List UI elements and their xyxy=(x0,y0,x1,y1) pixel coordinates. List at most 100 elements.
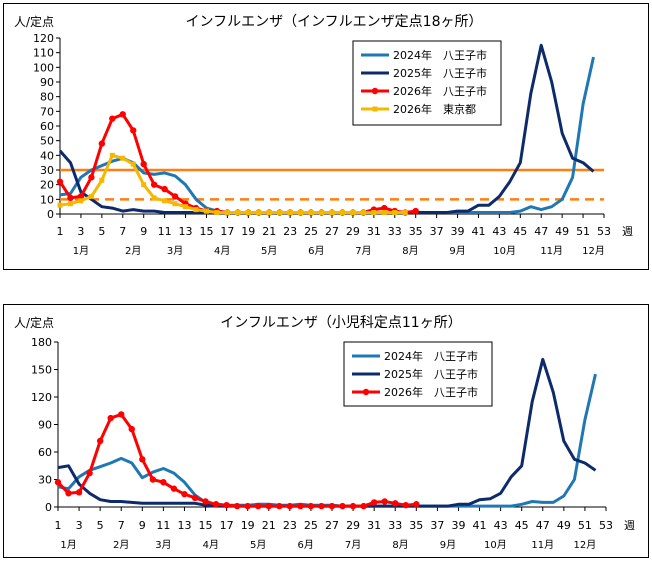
x-axis-label: 週 xyxy=(622,225,633,238)
x-tick-label: 25 xyxy=(304,225,318,238)
x-tick-label: 35 xyxy=(409,225,423,238)
data-point xyxy=(118,411,125,418)
data-point xyxy=(172,201,178,207)
legend-item: 2024年 八王子市 xyxy=(352,349,478,363)
x-tick-label: 23 xyxy=(283,225,297,238)
x-tick-label: 43 xyxy=(494,519,508,532)
x-tick-label: 45 xyxy=(513,225,527,238)
data-point xyxy=(141,182,147,188)
data-point xyxy=(98,140,106,147)
y-tick-label: 0 xyxy=(47,208,54,221)
y-tick-label: 90 xyxy=(38,419,52,432)
data-point xyxy=(96,437,104,445)
data-point xyxy=(65,490,72,497)
data-point xyxy=(349,502,357,510)
x-tick-label: 1 xyxy=(55,519,62,532)
chart-panel-pref: インフルエンザ（インフルエンザ定点18ヶ所） 人/定点 0 10 20 30 40 50 60 7… xyxy=(3,3,649,270)
data-point xyxy=(277,210,283,216)
data-point xyxy=(88,174,95,181)
month-label: 10月 xyxy=(493,245,516,257)
legend-label: 2025年 八王子市 xyxy=(393,66,487,80)
data-point xyxy=(256,210,262,216)
data-point xyxy=(203,208,209,214)
legend-label: 2026年 八王子市 xyxy=(393,84,487,98)
x-tick-label: 17 xyxy=(220,519,234,532)
series-1 xyxy=(58,43,595,214)
data-point xyxy=(54,479,62,486)
data-point xyxy=(360,210,366,216)
data-point xyxy=(67,194,74,202)
data-point xyxy=(318,502,325,510)
series-line xyxy=(58,43,595,214)
data-point xyxy=(392,500,399,507)
month-label: 12月 xyxy=(574,539,597,551)
data-point xyxy=(287,210,293,216)
x-tick-label: 27 xyxy=(325,519,339,532)
x-tick-label: 29 xyxy=(346,519,360,532)
x-tick-label: 21 xyxy=(262,519,276,532)
x-tick-label: 9 xyxy=(140,225,147,238)
y-tick-label: 60 xyxy=(40,120,54,133)
y-tick-label: 50 xyxy=(40,135,54,148)
x-tick-label: 31 xyxy=(367,225,381,238)
y-tick-label: 90 xyxy=(40,76,54,89)
data-point xyxy=(119,111,126,118)
data-point xyxy=(381,204,388,212)
data-point xyxy=(339,502,346,510)
data-point xyxy=(371,210,377,216)
month-label: 6月 xyxy=(308,245,324,257)
x-tick-label: 5 xyxy=(98,225,105,238)
data-point xyxy=(120,155,126,161)
data-point xyxy=(193,207,199,213)
data-point xyxy=(181,490,188,498)
x-tick-label: 23 xyxy=(283,519,297,532)
x-tick-label: 41 xyxy=(473,519,487,532)
x-tick-label: 21 xyxy=(262,225,276,238)
data-point xyxy=(412,207,419,215)
legend-label: 2024年 八王子市 xyxy=(384,349,478,363)
data-point xyxy=(86,469,93,477)
x-tick-label: 1 xyxy=(57,225,64,238)
month-label: 8月 xyxy=(402,245,418,257)
data-point xyxy=(339,210,345,216)
data-point xyxy=(162,198,168,204)
x-tick-label: 15 xyxy=(199,225,213,238)
data-point xyxy=(212,501,220,508)
x-tick-label: 37 xyxy=(430,519,444,532)
month-label: 9月 xyxy=(440,539,456,551)
month-label: 2月 xyxy=(113,539,129,551)
data-point xyxy=(286,502,294,510)
y-tick-label: 0 xyxy=(45,501,52,514)
series-line xyxy=(57,357,597,508)
data-point xyxy=(128,425,135,433)
x-tick-label: 39 xyxy=(451,519,465,532)
month-label: 5月 xyxy=(261,245,277,257)
legend-label: 2026年 八王子市 xyxy=(384,385,478,399)
data-point xyxy=(109,115,116,122)
x-tick-label: 47 xyxy=(536,519,550,532)
data-point xyxy=(235,210,241,216)
y-tick-label: 20 xyxy=(40,179,54,192)
legend-marker xyxy=(362,388,370,396)
data-point xyxy=(224,210,230,216)
data-point xyxy=(223,501,230,509)
series-line xyxy=(57,373,597,508)
x-tick-label: 33 xyxy=(388,519,402,532)
x-tick-label: 19 xyxy=(241,225,255,238)
data-point xyxy=(370,499,378,506)
y-tick-label: 100 xyxy=(33,61,54,74)
data-point xyxy=(276,502,283,510)
data-point xyxy=(130,161,136,167)
data-point xyxy=(298,210,304,216)
x-tick-label: 41 xyxy=(471,225,485,238)
x-tick-label: 17 xyxy=(220,225,234,238)
x-tick-label: 35 xyxy=(409,519,423,532)
x-tick-label: 29 xyxy=(346,225,360,238)
legend-marker xyxy=(372,106,378,112)
month-label: 7月 xyxy=(355,245,371,257)
x-axis-label: 週 xyxy=(624,519,635,532)
month-label: 4月 xyxy=(214,245,230,257)
series-1 xyxy=(57,357,597,508)
y-tick-label: 10 xyxy=(40,193,54,206)
x-tick-label: 31 xyxy=(367,519,381,532)
